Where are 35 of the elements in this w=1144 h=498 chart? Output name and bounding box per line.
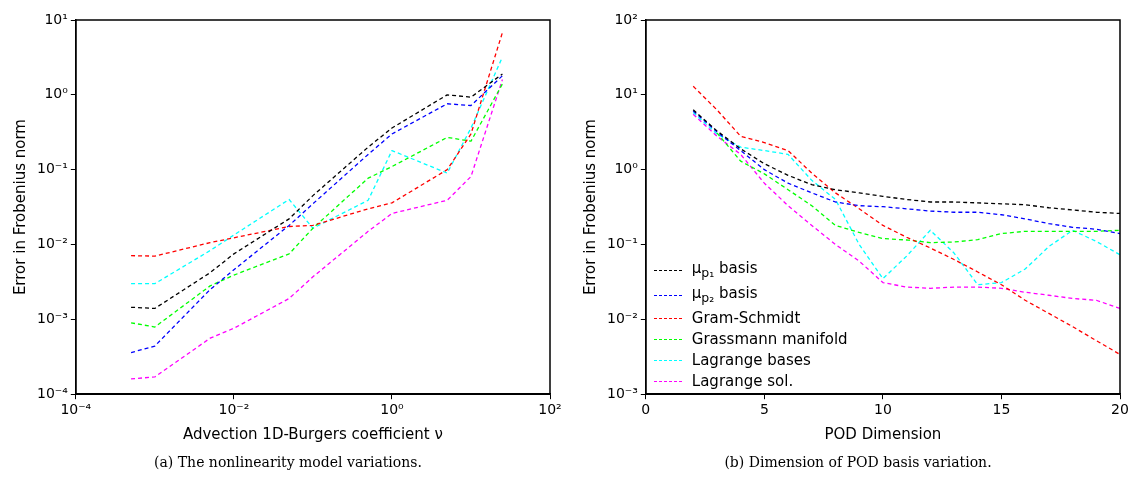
line-series — [692, 110, 1120, 235]
x-tick-label: 5 — [759, 401, 769, 418]
x-tick-label: 10² — [538, 401, 562, 418]
x-tick-label: 0 — [641, 401, 651, 418]
x-tick-label: 15 — [992, 401, 1011, 418]
x-tick-label: 10⁻⁴ — [60, 401, 92, 418]
y-tick-label: 10⁻¹ — [36, 160, 68, 177]
y-axis-title: Error in Frobenius norm — [10, 119, 29, 296]
line-series — [716, 132, 1120, 244]
y-tick-label: 10⁰ — [44, 85, 69, 102]
y-tick-label: 10¹ — [614, 85, 638, 102]
legend-label: Lagrange bases — [691, 350, 811, 372]
legend-label: μ$_{p₂}$ basis — [691, 283, 758, 308]
x-axis-title: POD Dimension — [824, 424, 942, 443]
legend-label: Lagrange sol. — [691, 371, 794, 393]
legend-label: Gram-Schmidt — [691, 308, 801, 330]
x-tick-label: 10 — [873, 401, 892, 418]
y-tick-label: 10⁻² — [36, 235, 68, 252]
y-tick-label: 10¹ — [44, 10, 68, 27]
y-tick-label: 10⁻³ — [606, 384, 638, 401]
y-tick-label: 10⁻² — [606, 310, 638, 326]
y-tick-label: 10² — [614, 10, 638, 27]
x-tick-label: 10⁰ — [380, 401, 405, 418]
x-tick-label: 20 — [1111, 401, 1129, 418]
y-tick-label: 10⁻¹ — [606, 235, 638, 252]
text: (a) The nonlinearity model variations. — [153, 454, 423, 470]
x-tick-label: 10⁻² — [218, 401, 250, 418]
text: (b) Dimension of POD basis variation. — [723, 454, 993, 470]
x-axis-title: Advection 1D-Burgers coefficient ν — [182, 424, 443, 443]
legend-label: Grassmann manifold — [691, 329, 848, 351]
y-tick-label: 10⁻³ — [36, 310, 68, 326]
y-tick-label: 10⁻⁴ — [36, 384, 69, 401]
legend-label: μ$_{p₁}$ basis — [691, 258, 758, 283]
y-tick-label: 10⁰ — [614, 160, 639, 177]
y-axis-title: Error in Frobenius norm — [580, 119, 599, 296]
